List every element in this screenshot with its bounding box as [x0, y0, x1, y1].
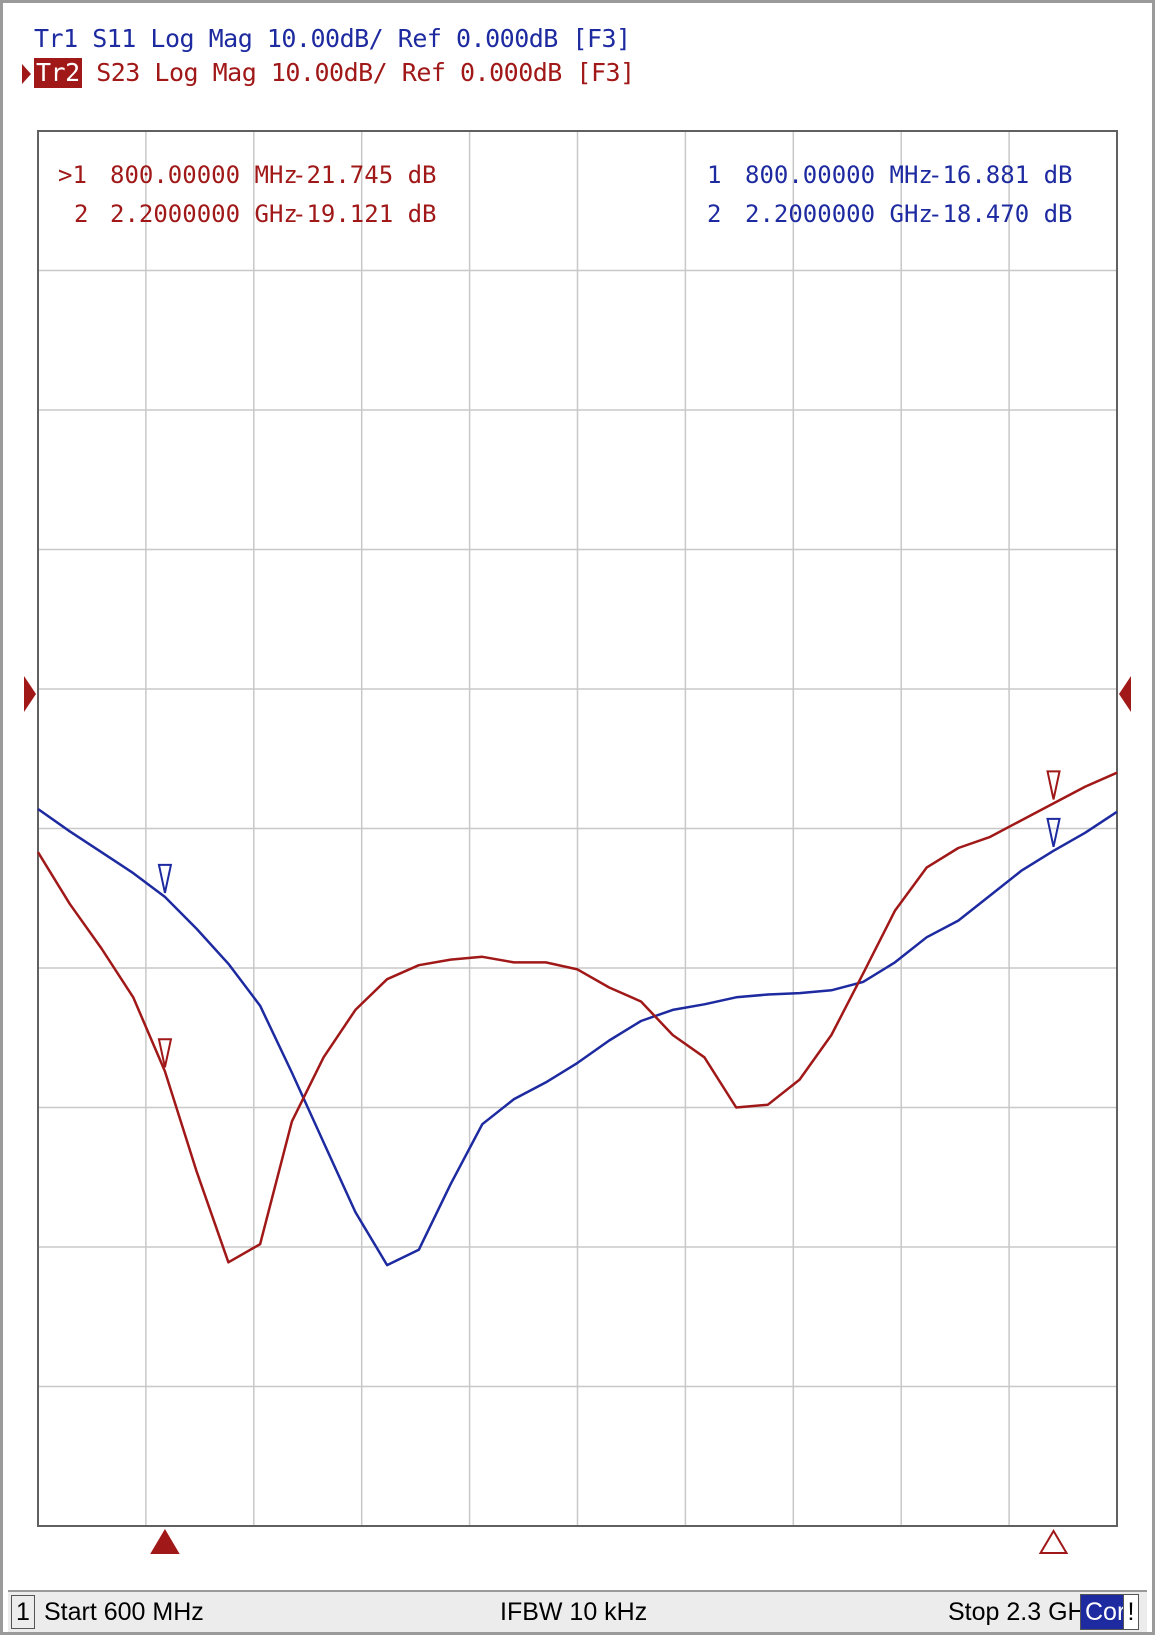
series-layer	[36, 771, 1118, 1267]
marker-blue-1-value: -16.881 dB	[928, 161, 1073, 189]
marker-red-2-freq: 2.2000000 GHz	[110, 200, 298, 228]
status-bar: 1 Start 600 MHz IFBW 10 kHz Stop 2.3 GHz…	[8, 1590, 1147, 1632]
marker-blue-2-id: 2	[707, 200, 721, 228]
marker-layer	[150, 770, 1069, 1554]
trace1-title[interactable]: Tr1 S11 Log Mag 10.00dB/ Ref 0.000dB [F3…	[34, 24, 631, 54]
trace1-settings: S11 Log Mag 10.00dB/ Ref 0.000dB [F3]	[77, 24, 631, 53]
marker-red-1-freq: 800.00000 MHz	[110, 161, 298, 189]
plot-border	[37, 130, 1118, 1527]
marker-red-2-id: 2	[74, 200, 88, 228]
marker-readout-red: >1 800.00000 MHz -21.745 dB 2 2.2000000 …	[58, 161, 437, 228]
trace1-label: Tr1	[34, 24, 78, 53]
marker-blue-1-freq: 800.00000 MHz	[745, 161, 933, 189]
stop-frequency[interactable]: Stop 2.3 GHz	[948, 1598, 1099, 1626]
marker-red-1-value: -21.745 dB	[292, 161, 437, 189]
reference-level-left-arrow-icon[interactable]	[24, 676, 36, 712]
correction-badge[interactable]: Cor	[1080, 1594, 1131, 1630]
marker-blue-2-value: -18.470 dB	[928, 200, 1073, 228]
marker-readout-blue: 1 800.00000 MHz -16.881 dB 2 2.2000000 G…	[707, 161, 1073, 228]
active-trace-arrow-icon	[22, 64, 31, 84]
warning-flag[interactable]: !	[1123, 1594, 1139, 1630]
reference-level-right-arrow-icon[interactable]	[1119, 676, 1131, 712]
trace-chart[interactable]: >1 800.00000 MHz -21.745 dB 2 2.2000000 …	[0, 0, 1155, 1590]
trace2-label: Tr2	[34, 58, 82, 88]
marker-1-s11-icon[interactable]	[157, 863, 173, 894]
marker-blue-1-id: 1	[707, 161, 721, 189]
series-s11-line	[37, 807, 1118, 1267]
series-s23-line	[36, 771, 1118, 1264]
marker-1-s23-icon[interactable]	[157, 1038, 173, 1068]
marker-red-2-value: -19.121 dB	[292, 200, 437, 228]
marker-red-1-id: >1	[58, 161, 87, 189]
grid	[38, 131, 1117, 1526]
trace2-title[interactable]: Tr2 S23 Log Mag 10.00dB/ Ref 0.000dB [F3…	[34, 58, 635, 88]
marker-blue-2-freq: 2.2000000 GHz	[745, 200, 933, 228]
trace2-settings: S23 Log Mag 10.00dB/ Ref 0.000dB [F3]	[81, 58, 635, 87]
marker-2-s11-icon[interactable]	[1046, 817, 1061, 848]
marker-2-s23-icon[interactable]	[1046, 770, 1061, 800]
marker-1-stimulus-icon[interactable]	[150, 1529, 180, 1554]
start-frequency[interactable]: Start 600 MHz	[44, 1598, 204, 1626]
channel-indicator[interactable]: 1	[11, 1595, 35, 1629]
marker-2-stimulus-icon[interactable]	[1038, 1529, 1069, 1554]
if-bandwidth[interactable]: IFBW 10 kHz	[500, 1598, 648, 1626]
